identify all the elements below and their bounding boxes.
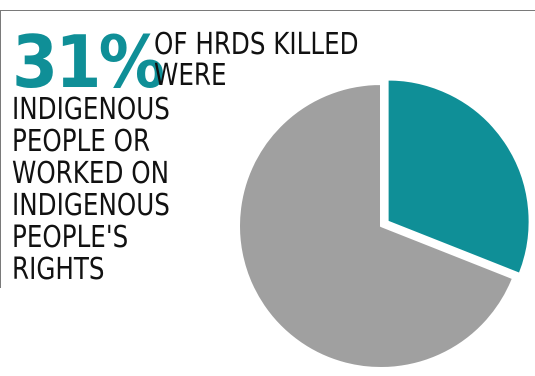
headline-line-3: INDIGENOUS [12,92,170,127]
headline-line-2: WERE [154,58,227,93]
headline-line-6: INDIGENOUS [12,188,170,223]
frame-top-rule [0,10,535,11]
pie-slice-2 [238,82,515,369]
pie-slice-1 [386,78,531,276]
headline-line-8: RIGHTS [12,252,105,287]
pie-chart-svg [238,78,531,369]
headline-line-4: PEOPLE OR [12,124,151,159]
headline: 31% OF HRDS KILLED WERE INDIGENOUS PEOPL… [12,26,452,286]
headline-line-7: PEOPLE'S [12,220,129,255]
frame-left-rule [0,10,1,288]
pie-chart [238,78,531,372]
headline-line-1: OF HRDS KILLED [154,27,359,62]
headline-percent: 31% [12,20,165,104]
headline-line-5: WORKED ON [12,156,169,191]
